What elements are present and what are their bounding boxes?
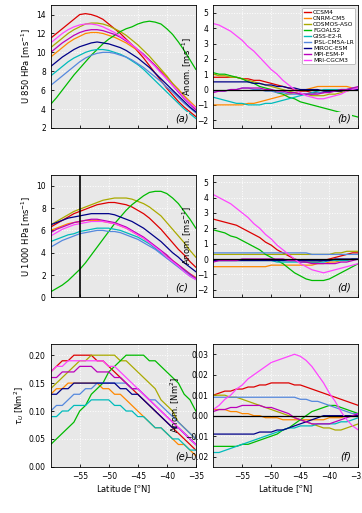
- Text: (f): (f): [340, 452, 351, 462]
- Y-axis label: Anom. [ms$^{-1}$]: Anom. [ms$^{-1}$]: [181, 207, 194, 265]
- Text: (a): (a): [175, 113, 189, 123]
- Y-axis label: $\tau_U$ [Nm$^{2}$]: $\tau_U$ [Nm$^{2}$]: [12, 386, 26, 425]
- Y-axis label: U 850 HPa [ms$^{-1}$]: U 850 HPa [ms$^{-1}$]: [20, 29, 33, 105]
- Text: (c): (c): [176, 283, 189, 292]
- Legend: CCSM4, CNRM-CM5, COSMOS-ASO, FGOALS2, GISS-E2-R, IPSL-CM5A-LR, MIROC-ESM, MPI-ES: CCSM4, CNRM-CM5, COSMOS-ASO, FGOALS2, GI…: [303, 8, 355, 64]
- Y-axis label: Anom. [ms$^{-1}$]: Anom. [ms$^{-1}$]: [181, 37, 194, 96]
- Text: (d): (d): [337, 283, 351, 292]
- X-axis label: Latitude [$^o$N]: Latitude [$^o$N]: [258, 483, 313, 495]
- Text: (e): (e): [175, 452, 189, 462]
- Text: (b): (b): [337, 113, 351, 123]
- X-axis label: Latitude [$^o$N]: Latitude [$^o$N]: [96, 483, 151, 495]
- Y-axis label: Anom. [Nm$^{2}$]: Anom. [Nm$^{2}$]: [169, 378, 182, 433]
- Y-axis label: U 1000 HPa [ms$^{-1}$]: U 1000 HPa [ms$^{-1}$]: [20, 195, 33, 277]
